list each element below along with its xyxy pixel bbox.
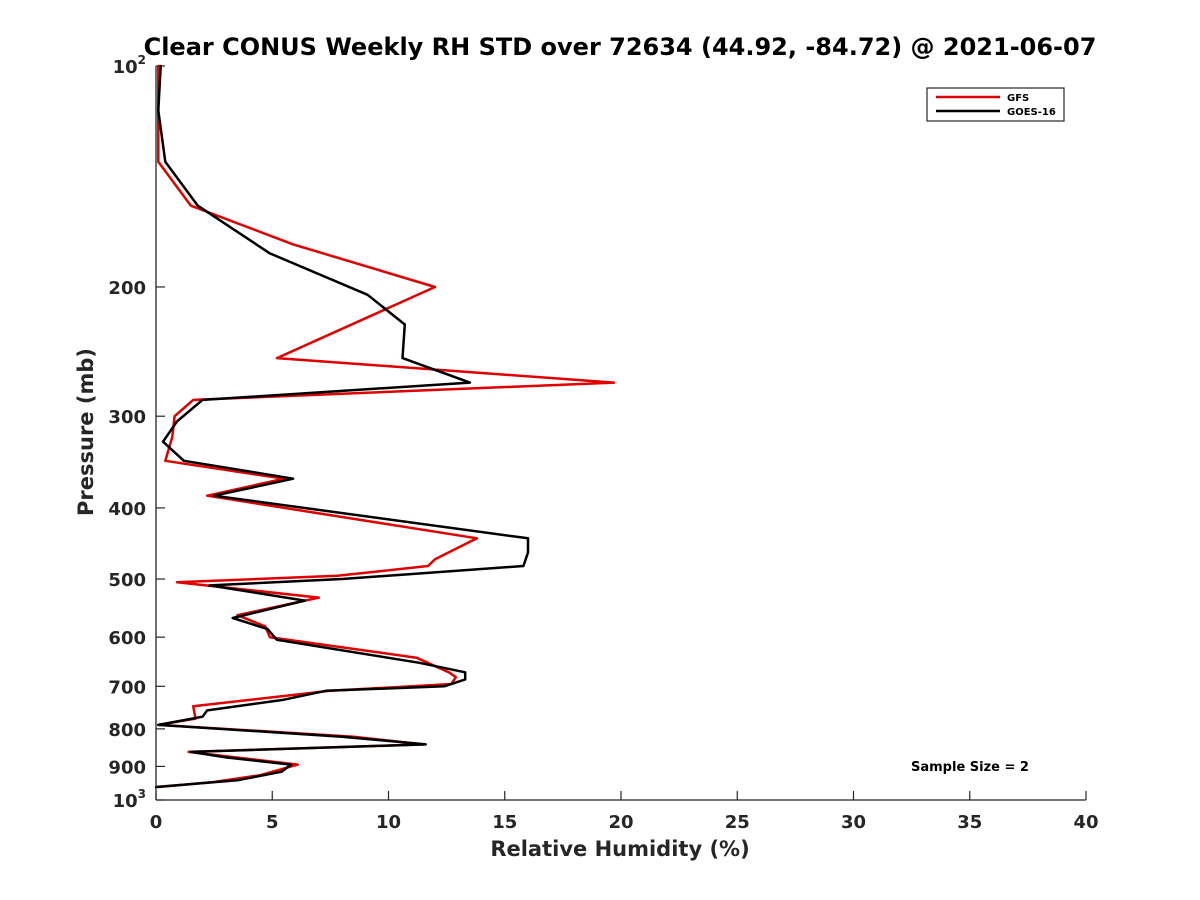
plot-series xyxy=(154,64,616,789)
y-tick-label: 500 xyxy=(108,570,146,591)
x-tick-label: 40 xyxy=(1073,812,1098,833)
y-tick-label-exponent: 3 xyxy=(138,787,146,801)
y-tick-label: 103 xyxy=(113,787,146,812)
axis-ticks: 0 5 10 15 20 25 30 35 40102200300400500600700800… xyxy=(108,53,1098,833)
y-tick-label: 800 xyxy=(108,720,146,741)
y-tick-label-text: 10 xyxy=(113,791,138,812)
y-tick-label: 600 xyxy=(108,628,146,649)
y-tick-label-text: 600 xyxy=(108,628,146,649)
chart-title: Clear CONUS Weekly RH STD over 72634 (44… xyxy=(144,33,1097,61)
x-tick-label: 35 xyxy=(957,812,982,833)
series-line-goes-16 xyxy=(154,64,530,789)
y-tick-label-exponent: 2 xyxy=(138,53,146,67)
y-tick-label-text: 400 xyxy=(108,499,146,520)
y-tick-label-text: 900 xyxy=(108,757,146,778)
legend-label-gfs: GFS xyxy=(1007,93,1029,104)
y-tick-label: 700 xyxy=(108,677,146,698)
legend-box xyxy=(926,87,1065,122)
x-tick-label: 10 xyxy=(376,812,401,833)
x-tick-label: 25 xyxy=(725,812,750,833)
y-tick-label-text: 300 xyxy=(108,407,146,428)
y-tick-label-text: 200 xyxy=(108,278,146,299)
sample-size-annotation: Sample Size = 2 xyxy=(911,760,1029,775)
y-tick-label-text: 700 xyxy=(108,677,146,698)
x-tick-label: 20 xyxy=(608,812,633,833)
legend: GFS GOES-16 xyxy=(926,87,1065,122)
y-tick-label-text: 10 xyxy=(113,57,138,78)
legend-label-goes16: GOES-16 xyxy=(1007,107,1056,118)
y-tick-label-text: 500 xyxy=(108,570,146,591)
x-tick-label: 30 xyxy=(841,812,866,833)
y-tick-label: 300 xyxy=(108,407,146,428)
y-tick-label: 400 xyxy=(108,499,146,520)
x-tick-label: 15 xyxy=(492,812,517,833)
x-tick-label: 5 xyxy=(266,812,279,833)
y-tick-label: 102 xyxy=(113,53,146,78)
x-tick-label: 0 xyxy=(150,812,163,833)
y-axis-label: Pressure (mb) xyxy=(74,348,98,516)
y-tick-label: 200 xyxy=(108,278,146,299)
y-tick-label-text: 800 xyxy=(108,720,146,741)
x-axis-label: Relative Humidity (%) xyxy=(490,837,749,861)
y-tick-label: 900 xyxy=(108,757,146,778)
